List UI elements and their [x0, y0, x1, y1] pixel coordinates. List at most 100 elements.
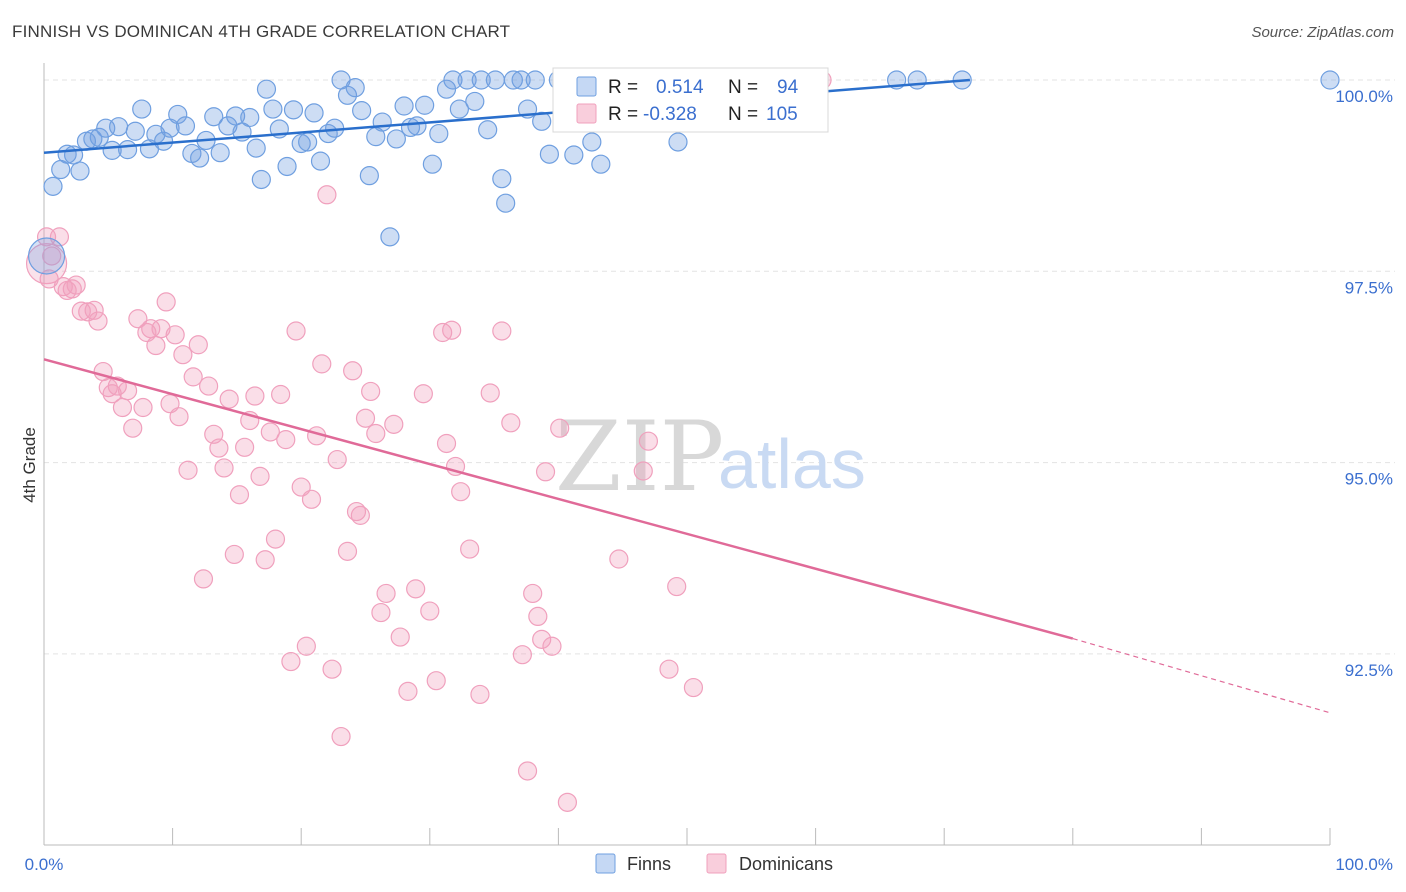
- dominicans-point: [512, 645, 532, 665]
- finns-point: [263, 99, 283, 119]
- dominicans-point: [146, 335, 166, 356]
- finns-point: [108, 117, 129, 137]
- finns-point: [386, 129, 406, 149]
- finns-point: [240, 107, 260, 128]
- finns-point: [277, 156, 297, 177]
- finns-point: [449, 99, 469, 119]
- finns-point: [443, 70, 463, 90]
- y-tick-label: 97.5%: [1345, 278, 1393, 297]
- dominicans-trend-extension: [1072, 638, 1331, 714]
- dominicans-point: [260, 422, 280, 442]
- legend-dominicans-swatch: [576, 103, 597, 124]
- dominicans-point: [235, 437, 255, 457]
- finns-point: [492, 169, 512, 189]
- finns-point: [564, 145, 584, 165]
- finns-point: [539, 144, 559, 164]
- finns-point: [359, 166, 379, 186]
- source-label: Source: ZipAtlas.com: [1251, 24, 1394, 41]
- dominicans-point: [250, 466, 270, 486]
- finns-point: [422, 154, 442, 174]
- finns-point: [591, 154, 611, 174]
- dominicans-point: [346, 501, 367, 522]
- legend-dominicans-n-label: N =: [728, 104, 758, 125]
- dominicans-point: [188, 335, 208, 355]
- dominicans-point: [173, 345, 193, 365]
- finns-point: [175, 116, 196, 136]
- bottom-legend-finns-swatch: [595, 853, 616, 874]
- bottom-legend-finns-label: Finns: [627, 854, 671, 874]
- finns-point: [310, 151, 331, 171]
- finns-point: [204, 107, 224, 127]
- dominicans-point: [376, 583, 396, 604]
- dominicans-point: [371, 602, 391, 623]
- dominicans-point: [169, 407, 189, 427]
- axes: [43, 63, 1331, 846]
- dominicans-point: [413, 384, 433, 404]
- dominicans-point: [426, 671, 446, 691]
- dominicans-point: [327, 449, 347, 470]
- legend-finns-n-value: 94: [777, 77, 799, 98]
- dominicans-point: [42, 246, 62, 266]
- dominicans-point: [492, 321, 512, 341]
- dominicans-point-large: [25, 243, 68, 285]
- dominicans-point: [501, 413, 521, 433]
- dominicans-point: [667, 576, 687, 597]
- dominicans-point: [517, 761, 538, 781]
- dominicans-point: [156, 292, 176, 312]
- dominicans-point: [609, 549, 629, 569]
- dominicans-point: [532, 629, 552, 649]
- finns-point: [132, 99, 152, 119]
- finns-point: [415, 95, 435, 115]
- watermark-atlas: atlas: [718, 425, 866, 503]
- y-axis-label: 4th Grade: [20, 427, 39, 503]
- finns-point: [465, 91, 485, 112]
- finns-point: [352, 101, 372, 121]
- finns-point: [345, 78, 365, 98]
- dominicans-point: [317, 185, 337, 205]
- legend-finns-swatch: [576, 76, 597, 97]
- dominicans-point: [406, 579, 426, 599]
- y-tick-labels: 100.0% 97.5% 95.0% 92.5%: [1335, 87, 1393, 680]
- dominicans-point: [193, 569, 214, 589]
- dominicans-point: [436, 433, 457, 454]
- dominicans-point: [322, 659, 342, 679]
- dominicans-point: [470, 684, 490, 705]
- finns-point: [125, 121, 145, 141]
- dominicans-point: [343, 361, 363, 381]
- dominicans-point: [281, 651, 301, 672]
- dominicans-point: [312, 354, 332, 374]
- dominicans-point: [137, 322, 157, 343]
- dominicans-point: [384, 414, 404, 434]
- finns-point: [532, 111, 552, 131]
- y-tick-label: 100.0%: [1335, 87, 1393, 106]
- dominicans-point: [133, 397, 153, 418]
- dominicans-point: [229, 485, 250, 505]
- x-tick-label: 0.0%: [25, 855, 64, 874]
- finns-point: [668, 132, 688, 152]
- dominicans-point: [165, 325, 185, 345]
- dominicans-point: [62, 279, 82, 299]
- dominicans-point: [219, 389, 239, 409]
- finns-point: [372, 112, 392, 132]
- finns-point: [256, 79, 277, 99]
- y-tick-label: 95.0%: [1345, 470, 1393, 489]
- x-tick-labels: 0.0% 100.0%: [25, 855, 1393, 874]
- dominicans-point: [301, 489, 322, 509]
- x-tick-label: 100.0%: [1335, 855, 1393, 874]
- finns-point: [511, 70, 531, 90]
- finns-point: [210, 143, 230, 163]
- finns-point: [485, 70, 505, 90]
- dominicans-point: [451, 482, 471, 502]
- dominicans-point: [183, 367, 203, 387]
- finns-point: [190, 148, 210, 168]
- dominicans-point: [390, 627, 410, 647]
- finns-point: [496, 193, 516, 213]
- dominicans-point: [291, 477, 311, 497]
- finns-point: [291, 133, 311, 154]
- dominicans-point: [151, 319, 171, 339]
- dominicans-point: [49, 227, 70, 247]
- watermark-zip: ZIP: [555, 401, 724, 513]
- dominicans-point: [123, 418, 143, 438]
- dominicans-point: [659, 659, 679, 679]
- dominicans-point: [271, 384, 291, 405]
